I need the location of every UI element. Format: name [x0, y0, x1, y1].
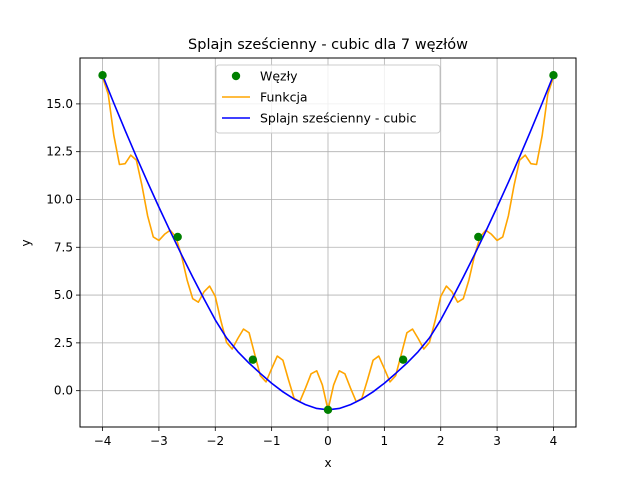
y-tick-label: 12.5	[46, 145, 73, 159]
node-point	[323, 405, 333, 414]
x-tick-label: −1	[263, 434, 281, 448]
legend-label: Węzły	[260, 69, 298, 84]
y-tick-label: 5.0	[54, 288, 73, 302]
legend-label: Funkcja	[260, 90, 308, 105]
chart-title: Splajn sześcienny - cubic dla 7 węzłów	[188, 37, 468, 53]
x-tick-label: 1	[381, 434, 389, 448]
legend: Węzły Funkcja Splajn sześcienny - cubic	[215, 64, 441, 134]
legend-box	[215, 64, 441, 134]
x-tick-label: 3	[493, 434, 501, 448]
x-tick-label: 4	[550, 434, 558, 448]
node-point	[248, 355, 258, 364]
x-axis-title: x	[324, 456, 331, 470]
y-tick-label: 7.5	[54, 240, 73, 254]
y-axis-title: y	[19, 239, 33, 246]
legend-label: Splajn sześcienny - cubic	[260, 111, 417, 126]
node-point	[474, 232, 483, 242]
y-tick-label: 15.0	[46, 97, 73, 111]
y-tick-label: 0.0	[54, 384, 73, 398]
x-tick-label: 0	[324, 434, 332, 448]
node-point	[549, 71, 558, 80]
x-tick-label: −3	[150, 434, 168, 448]
x-tick-label: −4	[94, 434, 112, 448]
y-tick-label: 10.0	[46, 192, 73, 206]
node-point	[398, 355, 408, 364]
node-point	[173, 232, 182, 242]
x-tick-label: −2	[206, 434, 224, 448]
y-axis: 0.0 2.5 5.0 7.5 10.0 12.5 15.0	[46, 97, 80, 398]
x-tick-label: 2	[437, 434, 445, 448]
legend-marker	[231, 71, 241, 81]
x-axis: −4 −3 −2 −1 0 1 2 3 4	[94, 427, 558, 448]
plot-area	[98, 71, 558, 414]
y-tick-label: 2.5	[54, 336, 73, 350]
node-point	[98, 71, 107, 80]
